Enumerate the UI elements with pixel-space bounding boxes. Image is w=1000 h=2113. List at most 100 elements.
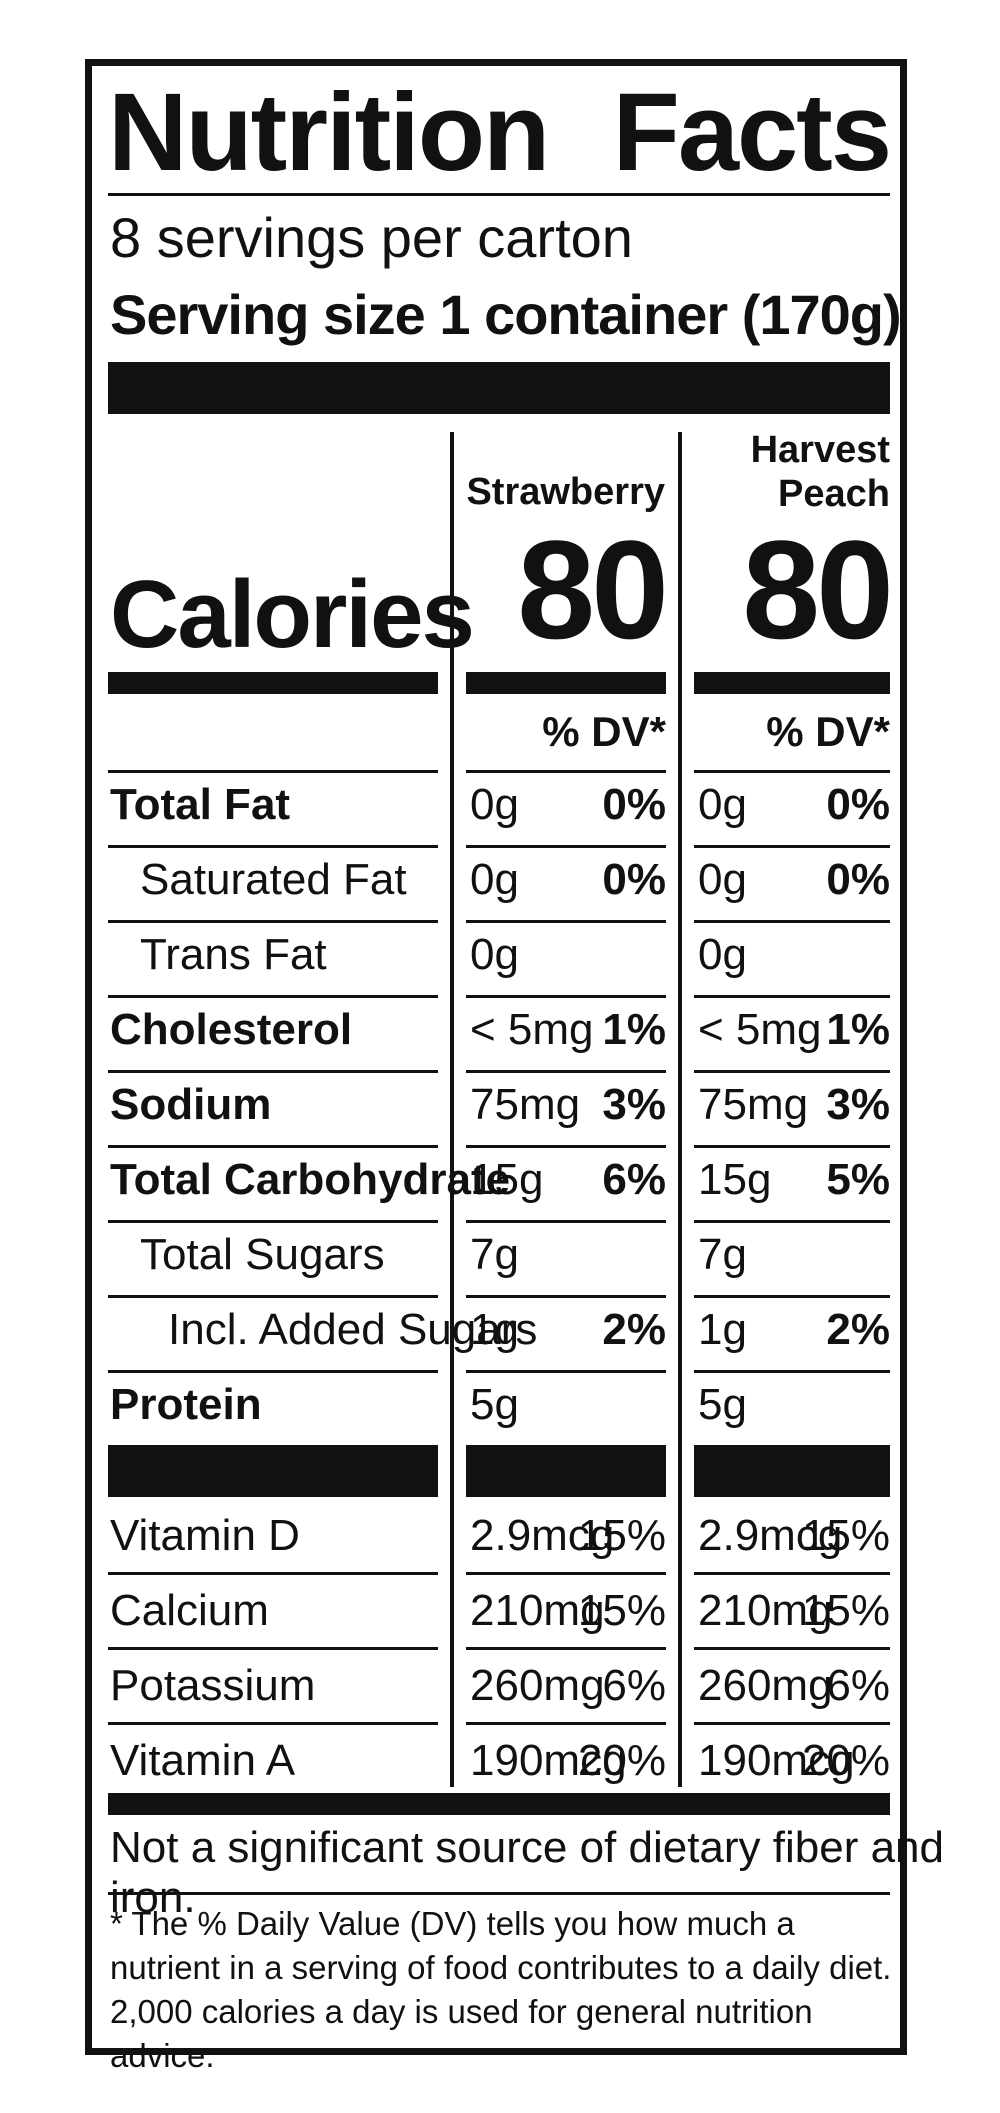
row-label-vitamin-d: Vitamin D [110, 1511, 300, 1560]
calories-harvest-peach: 80 [742, 511, 894, 668]
amount-strawberry-trans-fat: 0g [470, 930, 519, 979]
amount-strawberry-potassium: 260mg [470, 1661, 605, 1710]
amount-peach-potassium: 260mg [698, 1661, 833, 1710]
dv-peach-potassium: 6% [826, 1661, 890, 1710]
dv-strawberry-added-sugars: 2% [602, 1305, 666, 1354]
row-separator [694, 845, 890, 848]
row-separator [466, 1722, 666, 1725]
row-label-saturated-fat: Saturated Fat [140, 855, 407, 904]
row-label-calcium: Calcium [110, 1586, 269, 1635]
footnote-divider [108, 1892, 890, 1895]
row-label-added-sugars: Incl. Added Sugars [168, 1305, 538, 1354]
amount-peach-calcium: 210mg [698, 1586, 833, 1635]
row-separator [694, 920, 890, 923]
dv-strawberry-sodium: 3% [602, 1080, 666, 1129]
row-label-total-fat: Total Fat [110, 780, 291, 829]
row-separator [466, 1572, 666, 1575]
row-separator [108, 1295, 438, 1298]
dv-strawberry-cholesterol: 1% [602, 1005, 666, 1054]
amount-strawberry-calcium: 210mg [470, 1586, 605, 1635]
row-separator [694, 995, 890, 998]
row-separator [466, 1647, 666, 1650]
vitamin-bar-label [108, 1445, 438, 1497]
row-separator [108, 1070, 438, 1073]
dv-peach-vitamin-a: 20% [801, 1736, 890, 1785]
column-divider-2 [678, 432, 682, 1787]
dv-peach-calcium: 15% [801, 1586, 890, 1635]
row-separator [466, 845, 666, 848]
row-separator [694, 1145, 890, 1148]
amount-strawberry-vitamin-a: 190mcg [470, 1736, 627, 1785]
title-nutrition: Nutrition [108, 70, 550, 194]
title-facts: Facts [612, 70, 892, 194]
row-separator [694, 1070, 890, 1073]
dv-strawberry-vitamin-d: 15% [577, 1511, 666, 1560]
row-separator [108, 995, 438, 998]
title-divider [108, 193, 890, 196]
dv-peach-total-fat: 0% [826, 780, 890, 829]
dv-strawberry-total-fat: 0% [602, 780, 666, 829]
row-label-sodium: Sodium [110, 1080, 272, 1129]
label-title: Nutrition Facts [108, 71, 892, 194]
calories-bar-col1 [466, 672, 666, 694]
row-separator [108, 1220, 438, 1223]
amount-peach-total-carbohydrate: 15g [698, 1155, 772, 1204]
column-header-harvest-peach: Harvest Peach [750, 429, 890, 515]
amount-strawberry-total-carbohydrate: 15g [470, 1155, 544, 1204]
vitamin-bar-col1 [466, 1445, 666, 1497]
footnote: * The % Daily Value (DV) tells you how m… [110, 1905, 892, 2074]
amount-peach-sodium: 75mg [698, 1080, 809, 1129]
row-separator [466, 1370, 666, 1373]
dv-strawberry-potassium: 6% [602, 1661, 666, 1710]
row-label-trans-fat: Trans Fat [140, 930, 327, 979]
row-separator [108, 1647, 438, 1650]
amount-strawberry-vitamin-d: 2.9mcg [470, 1511, 615, 1560]
thick-bar-bottom [108, 1793, 890, 1815]
row-separator [108, 1572, 438, 1575]
row-separator [108, 1722, 438, 1725]
row-separator [466, 1295, 666, 1298]
row-label-vitamin-a: Vitamin A [110, 1736, 296, 1785]
dv-strawberry-calcium: 15% [577, 1586, 666, 1635]
row-separator [466, 995, 666, 998]
row-separator [694, 1370, 890, 1373]
calories-strawberry: 80 [517, 511, 669, 668]
row-separator [466, 920, 666, 923]
amount-peach-cholesterol: < 5mg [698, 1005, 822, 1054]
dv-strawberry-saturated-fat: 0% [602, 855, 666, 904]
amount-peach-trans-fat: 0g [698, 930, 747, 979]
nutrition-facts-panel [85, 59, 907, 2055]
calories-bar-label [108, 672, 438, 694]
dv-header-strawberry: % DV* [542, 708, 666, 755]
dv-strawberry-vitamin-a: 20% [577, 1736, 666, 1785]
row-separator [466, 1145, 666, 1148]
row-separator [108, 770, 438, 773]
row-separator [466, 1070, 666, 1073]
row-separator [694, 1722, 890, 1725]
amount-peach-vitamin-a: 190mcg [698, 1736, 855, 1785]
row-label-cholesterol: Cholesterol [110, 1005, 353, 1054]
dv-peach-added-sugars: 2% [826, 1305, 890, 1354]
row-separator [694, 1647, 890, 1650]
column-divider-1 [450, 432, 454, 1787]
dv-strawberry-total-carbohydrate: 6% [602, 1155, 666, 1204]
amount-peach-vitamin-d: 2.9mcg [698, 1511, 843, 1560]
dv-peach-total-carbohydrate: 5% [826, 1155, 890, 1204]
amount-peach-total-sugars: 7g [698, 1230, 747, 1279]
row-label-total-sugars: Total Sugars [140, 1230, 385, 1279]
row-separator [108, 1370, 438, 1373]
amount-peach-saturated-fat: 0g [698, 855, 747, 904]
amount-peach-protein: 5g [698, 1380, 747, 1429]
thick-bar-top [108, 362, 890, 414]
dv-peach-sodium: 3% [826, 1080, 890, 1129]
calories-bar-col2 [694, 672, 890, 694]
row-separator [694, 770, 890, 773]
row-separator [694, 1220, 890, 1223]
calories-label: Calories [110, 561, 475, 668]
row-label-protein: Protein [110, 1380, 262, 1429]
row-separator [694, 1572, 890, 1575]
row-label-total-carbohydrate: Total Carbohydrate [110, 1155, 511, 1204]
amount-strawberry-added-sugars: 1g [470, 1305, 519, 1354]
row-label-potassium: Potassium [110, 1661, 316, 1710]
vitamin-bar-col2 [694, 1445, 890, 1497]
